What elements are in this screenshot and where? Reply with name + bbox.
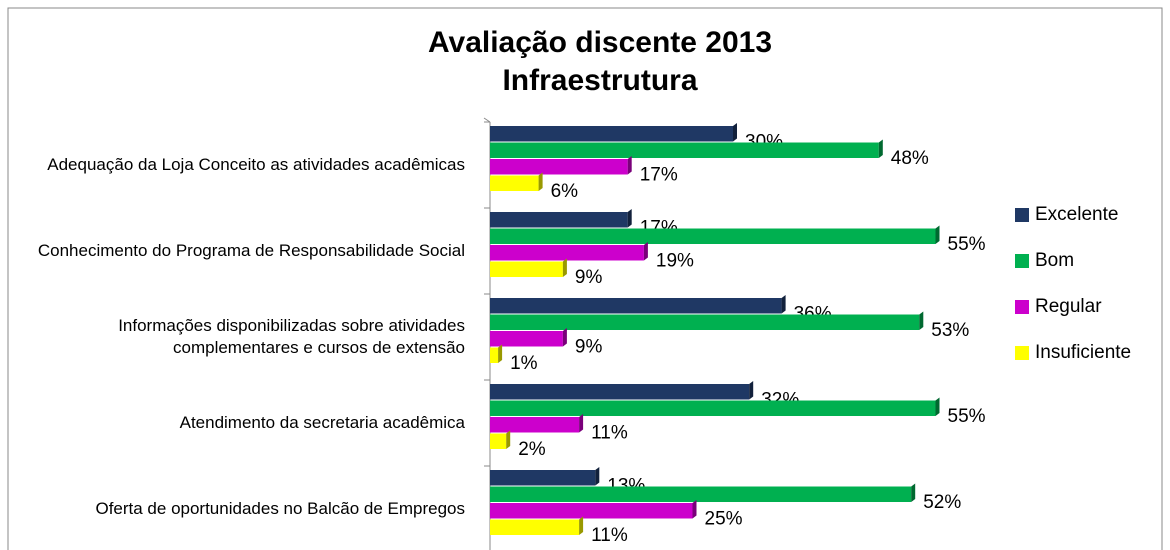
bar-side xyxy=(562,258,567,277)
legend-swatch xyxy=(1015,346,1029,360)
chart-border xyxy=(7,7,1163,550)
legend-label: Insuficiente xyxy=(1035,342,1131,363)
bar xyxy=(490,261,563,277)
category-label: Informações disponibilizadas sobre ativi… xyxy=(118,316,465,357)
bar-side xyxy=(935,397,940,416)
bar-side xyxy=(595,467,600,486)
bar-side xyxy=(878,139,883,158)
legend-label: Excelente xyxy=(1035,204,1118,225)
bar xyxy=(490,384,750,400)
bar-side xyxy=(538,172,543,191)
value-label: 25% xyxy=(705,508,743,529)
legend-label: Regular xyxy=(1035,296,1102,317)
bar-side xyxy=(919,311,924,330)
value-label: 53% xyxy=(931,320,969,341)
value-label: 6% xyxy=(551,181,579,202)
value-label: 9% xyxy=(575,336,603,357)
bar xyxy=(490,417,580,433)
bar-side xyxy=(935,225,940,244)
bar xyxy=(490,433,507,449)
value-label: 1% xyxy=(510,353,538,374)
bar xyxy=(490,245,644,261)
bar-side xyxy=(781,295,786,314)
value-label: 17% xyxy=(640,164,678,185)
value-label: 9% xyxy=(575,267,603,288)
bar-side xyxy=(498,344,503,363)
bar xyxy=(490,175,539,191)
value-label: 2% xyxy=(518,439,546,460)
value-label: 19% xyxy=(656,250,694,271)
bar xyxy=(490,331,563,347)
bar-side xyxy=(627,209,632,228)
bar-side xyxy=(627,156,632,175)
category-label: Adequação da Loja Conceito as atividades… xyxy=(47,155,465,174)
bar-side xyxy=(733,123,737,142)
bar xyxy=(490,298,782,314)
bar xyxy=(490,314,920,330)
value-label: 11% xyxy=(591,525,628,546)
value-label: 11% xyxy=(591,422,628,443)
bar-side xyxy=(579,516,584,535)
bar-side xyxy=(579,414,584,433)
category-label: Conhecimento do Programa de Responsabili… xyxy=(37,241,465,260)
bar xyxy=(490,228,936,244)
bar xyxy=(490,142,879,158)
bar xyxy=(490,503,693,519)
bar-side xyxy=(692,500,697,519)
bar xyxy=(490,126,733,142)
bar xyxy=(490,519,580,535)
axis-3d-edge xyxy=(483,117,491,123)
value-label: 55% xyxy=(948,234,986,255)
legend-label: Bom xyxy=(1035,250,1074,271)
bar xyxy=(490,400,936,416)
bar-side xyxy=(911,483,916,502)
bar xyxy=(490,159,628,175)
bar xyxy=(490,347,499,363)
bar-side xyxy=(506,430,511,449)
value-label: 55% xyxy=(948,406,986,427)
bar-side xyxy=(749,381,754,400)
category-label: Atendimento da secretaria acadêmica xyxy=(179,413,465,432)
bar-side xyxy=(643,242,648,261)
legend-swatch xyxy=(1015,208,1029,222)
chart-subtitle: Infraestrutura xyxy=(502,64,697,97)
bar xyxy=(490,212,628,228)
bar xyxy=(490,470,596,486)
bar-side xyxy=(562,328,567,347)
bar xyxy=(490,486,912,502)
chart-title: Avaliação discente 2013 xyxy=(428,26,772,59)
legend-swatch xyxy=(1015,254,1029,268)
category-label: Oferta de oportunidades no Balcão de Emp… xyxy=(95,499,465,518)
value-label: 52% xyxy=(923,492,961,513)
legend-swatch xyxy=(1015,300,1029,314)
value-label: 48% xyxy=(891,148,929,169)
